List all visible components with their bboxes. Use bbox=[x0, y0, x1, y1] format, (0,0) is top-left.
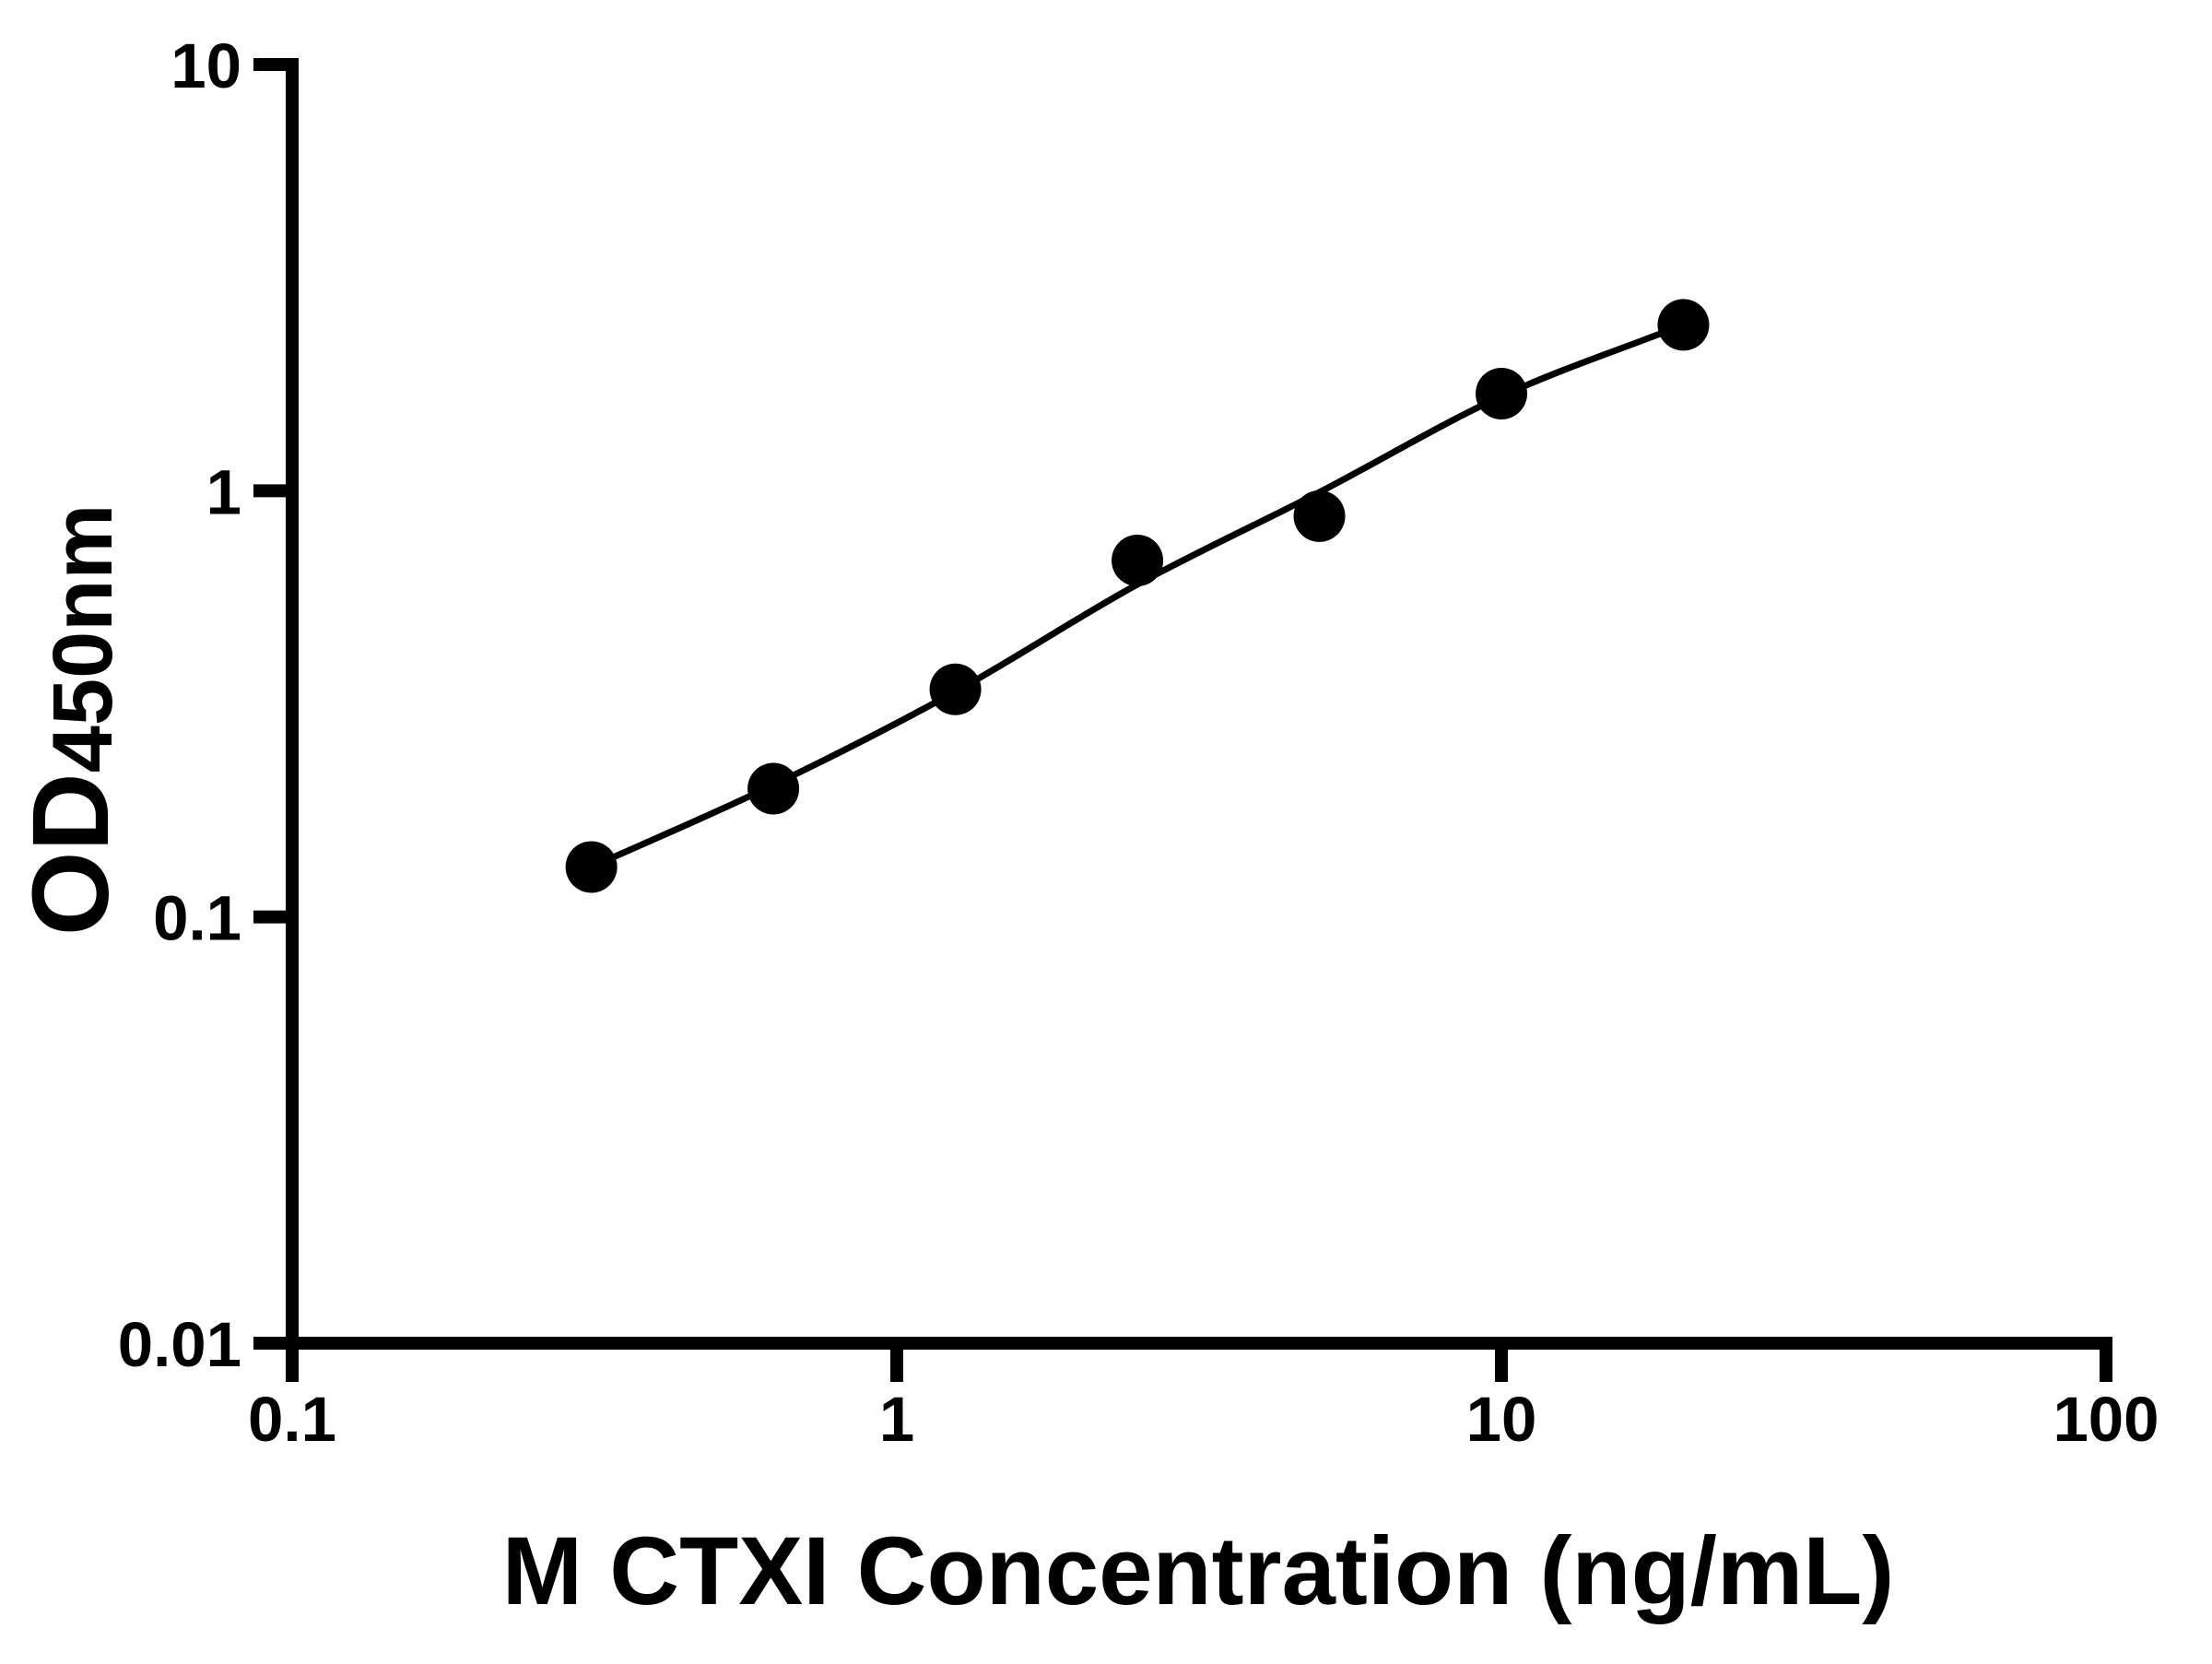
x-tick-label: 1 bbox=[879, 1384, 914, 1455]
y-axis-title: OD450nm bbox=[10, 504, 132, 937]
data-point bbox=[929, 663, 982, 715]
data-point bbox=[747, 762, 800, 815]
y-tick-label: 10 bbox=[171, 30, 241, 101]
data-point bbox=[1657, 299, 1710, 351]
data-point bbox=[1293, 490, 1346, 542]
y-tick-label: 0.1 bbox=[153, 883, 241, 954]
y-axis-title-main: OD bbox=[10, 773, 132, 936]
axes bbox=[286, 58, 2112, 1350]
axis-ticks bbox=[253, 58, 2112, 1382]
x-tick-label: 0.1 bbox=[248, 1384, 336, 1455]
y-axis-title-subscript: 450nm bbox=[36, 504, 130, 773]
x-tick-label: 10 bbox=[1466, 1384, 1537, 1455]
y-tick-label: 1 bbox=[206, 456, 241, 527]
x-axis-title: M CTXI Concentration (ng/mL) bbox=[502, 1517, 1895, 1625]
y-tick-label: 0.01 bbox=[118, 1309, 241, 1380]
data-point bbox=[1112, 535, 1164, 587]
data-point bbox=[565, 841, 618, 893]
x-tick-label: 100 bbox=[2053, 1384, 2159, 1455]
data-points-layer bbox=[565, 299, 1710, 893]
data-point bbox=[1476, 367, 1527, 419]
